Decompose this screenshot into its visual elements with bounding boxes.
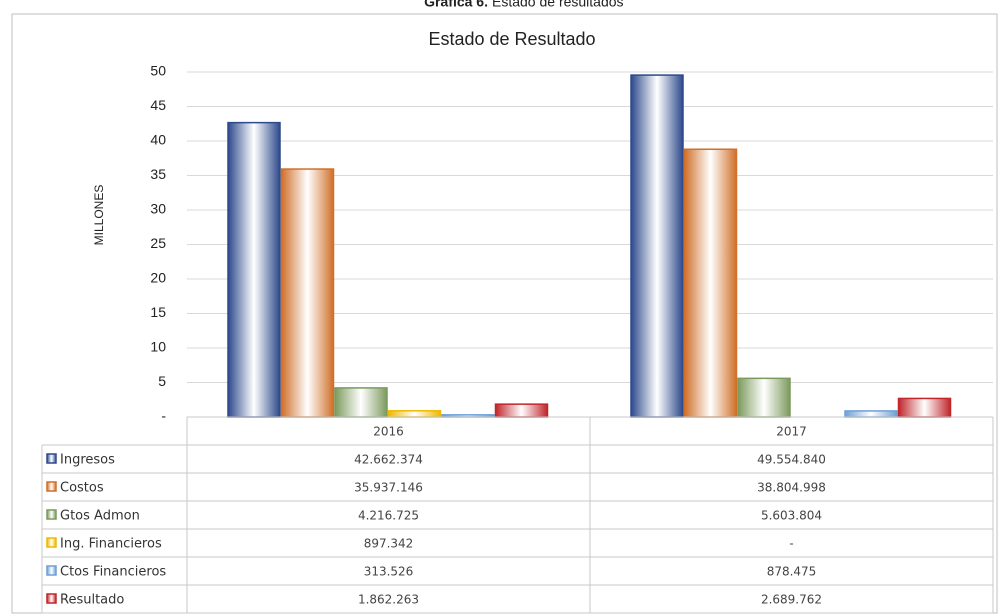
data-label: 4.216.725 [358,509,419,523]
data-label: 878.475 [767,565,817,579]
legend-swatch [46,593,57,604]
data-label: 49.554.840 [757,453,826,467]
caption-label: Gráfica 6. [424,0,488,10]
caption-text: Estado de resultados [492,0,624,10]
data-label: - [789,537,793,551]
data-label: 313.526 [364,565,414,579]
y-tick-label: 5 [158,373,166,389]
bar [897,397,952,418]
legend-label: Ing. Financieros [60,537,162,552]
data-label: 42.662.374 [354,453,423,467]
bar [683,148,738,418]
x-tick-label: 2016 [373,425,404,439]
legend-swatch [46,453,57,464]
y-tick-label: 45 [150,97,166,113]
y-tick-label: 25 [150,235,166,251]
y-tick-label: - [161,408,166,424]
bar [494,403,549,418]
bar [630,74,684,418]
data-label: 2.689.762 [761,593,822,607]
legend-label: Ctos Financieros [60,565,166,580]
bar [227,121,281,418]
x-tick-label: 2017 [776,425,807,439]
data-label: 897.342 [364,537,414,551]
bar [844,410,898,418]
legend-label: Ingresos [60,453,115,468]
bar [280,168,335,418]
chart-title: Estado de Resultado [428,29,595,49]
bar [737,377,791,418]
y-tick-label: 35 [150,166,166,182]
y-tick-label: 30 [150,201,166,217]
bar [334,387,388,418]
legend-label: Gtos Admon [60,509,140,524]
legend-label: Costos [60,481,104,496]
legend-swatch [46,481,57,492]
y-tick-label: 20 [150,270,166,286]
data-label: 1.862.263 [358,593,419,607]
y-tick-label: 10 [150,339,166,355]
legend-swatch [46,509,57,520]
legend-label: Resultado [60,593,124,608]
legend-swatch [46,565,57,576]
y-tick-label: 50 [150,63,166,79]
legend-swatch [46,537,57,548]
data-label: 5.603.804 [761,509,822,523]
y-tick-label: 40 [150,132,166,148]
y-tick-label: 15 [150,304,166,320]
y-axis-label: MILLONES [92,185,106,246]
data-label: 35.937.146 [354,481,423,495]
data-label: 38.804.998 [757,481,826,495]
bar [387,410,442,418]
